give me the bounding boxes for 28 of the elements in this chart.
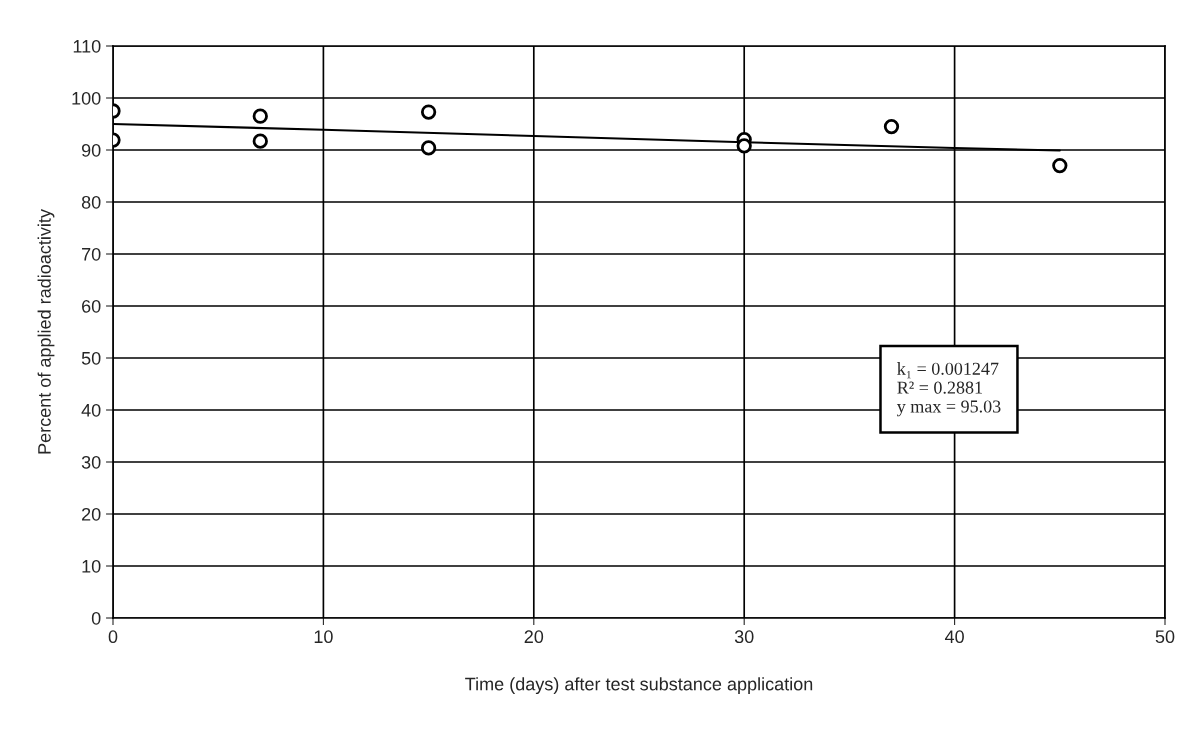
x-axis-title: Time (days) after test substance application bbox=[465, 677, 813, 695]
y-tick-label: 90 bbox=[81, 143, 101, 157]
x-tick-label: 20 bbox=[524, 630, 544, 644]
x-tick-label: 40 bbox=[944, 630, 964, 644]
point bbox=[420, 104, 437, 120]
y-axis-title: Percent of applied radioactivity bbox=[37, 209, 55, 454]
point bbox=[736, 138, 752, 154]
point bbox=[1052, 157, 1068, 174]
x-tick-label: 30 bbox=[734, 630, 754, 644]
y-tick-label: 110 bbox=[73, 39, 101, 53]
x-tick-label: 50 bbox=[1155, 630, 1175, 644]
point bbox=[883, 118, 900, 135]
annotation: k₁ = 0.001247 R² = 0.2881 y max = 95.03 bbox=[896, 362, 1001, 417]
y-tick-label: 40 bbox=[81, 403, 101, 417]
y-tick-label: 50 bbox=[81, 351, 101, 365]
y-tick-label: 30 bbox=[81, 455, 101, 469]
y-tick-label: 100 bbox=[72, 91, 101, 105]
y-tick-label: 10 bbox=[82, 559, 101, 573]
point bbox=[252, 108, 268, 124]
y-tick-label: 70 bbox=[82, 247, 101, 261]
x-tick-label: 10 bbox=[314, 630, 333, 644]
y-tick-label: 80 bbox=[81, 195, 101, 209]
y-tick-label: 20 bbox=[82, 507, 101, 521]
point bbox=[252, 133, 268, 149]
x-tick-label: 0 bbox=[108, 630, 118, 644]
y-tick-label: 60 bbox=[82, 299, 101, 313]
y-tick-label: 0 bbox=[91, 611, 101, 625]
point bbox=[420, 140, 437, 156]
